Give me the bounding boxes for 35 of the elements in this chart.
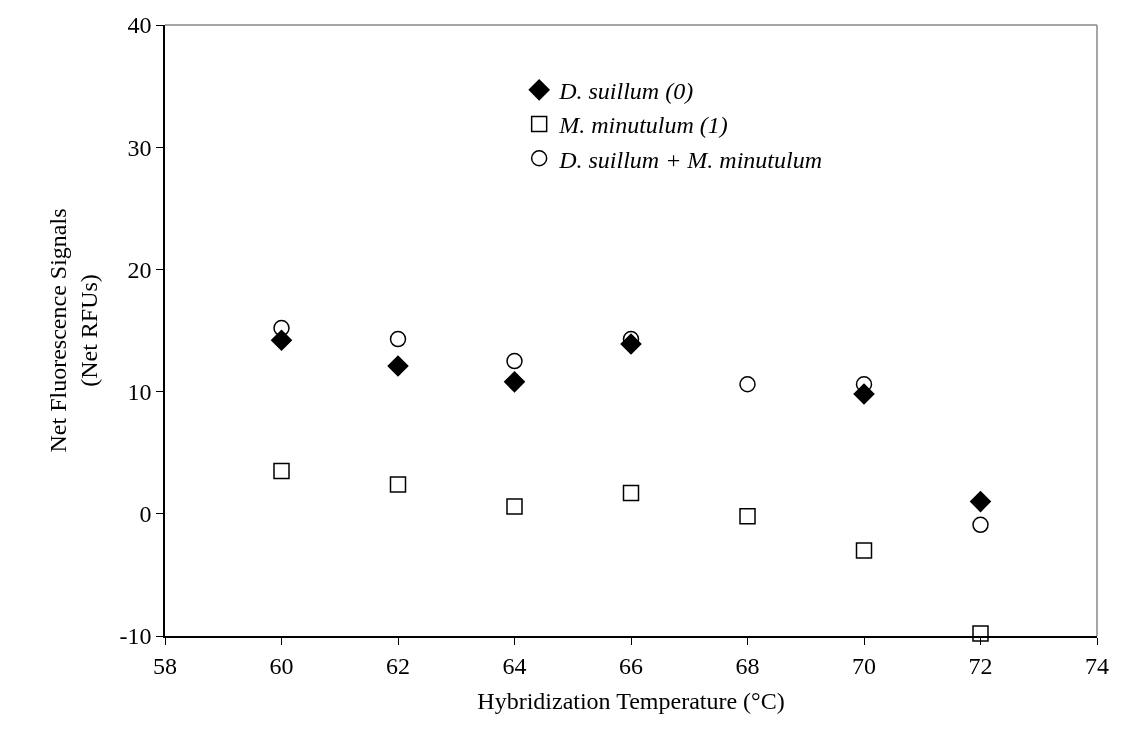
point <box>506 352 523 370</box>
point <box>970 491 991 513</box>
x-tick-label: 68 <box>735 652 760 679</box>
x-tick-label: 70 <box>852 652 876 679</box>
point <box>855 542 873 559</box>
y-tick-label: -10 <box>119 623 152 650</box>
point <box>972 625 989 642</box>
x-tick-label: 74 <box>1085 652 1109 679</box>
point <box>504 371 525 393</box>
legend-label: M. minutulum (1) <box>558 112 728 139</box>
y-tick-label: 0 <box>139 501 152 528</box>
point <box>271 329 292 351</box>
point <box>739 507 756 525</box>
x-tick-label: 58 <box>153 652 177 679</box>
y-tick-label: 30 <box>127 134 152 161</box>
x-tick-label: 66 <box>619 652 643 679</box>
point <box>389 330 407 348</box>
x-tick-label: 62 <box>386 652 410 679</box>
y-tick-label: 10 <box>127 379 152 405</box>
x-axis-title: Hybridization Temperature (°C) <box>477 688 785 715</box>
point <box>972 516 989 534</box>
legend-label: D. suillum (0) <box>558 78 694 105</box>
point <box>389 476 407 493</box>
y-axis-title: Net Fluorescence Signals (Net RFUs) <box>44 208 103 453</box>
x-tick-label: 64 <box>502 652 527 679</box>
x-tick-label: 60 <box>269 652 294 679</box>
point <box>622 484 640 502</box>
point <box>387 355 409 377</box>
point <box>739 376 756 393</box>
legend-label: D. suillum + M. minutulum <box>558 146 823 173</box>
x-tick-label: 72 <box>968 652 993 679</box>
y-tick-label: 40 <box>127 12 152 39</box>
point <box>273 462 290 480</box>
point <box>506 498 523 515</box>
y-tick-label: 20 <box>127 256 152 283</box>
